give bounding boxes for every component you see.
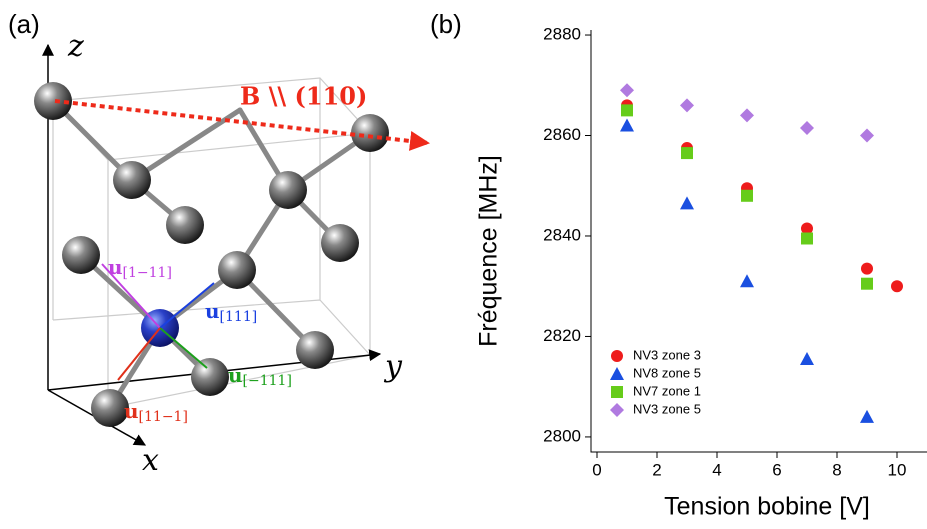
x-tick-label: 6 [772,460,781,479]
data-point [861,262,873,275]
data-point [740,108,754,123]
y-tick-label: 2860 [543,125,581,144]
legend-marker [611,386,623,398]
x-tick-label: 8 [832,460,841,479]
vector-symbol: u [228,363,243,387]
data-point [620,83,634,98]
vector-index: [11−1] [139,409,188,425]
legend-label: NV3 zone 5 [633,401,701,416]
vector-index: [111] [220,309,258,325]
data-point [800,120,814,135]
data-point [741,189,753,202]
x-tick-label: 4 [712,460,721,479]
x-axis-label: Tension bobine [V] [664,493,870,521]
data-point [891,280,903,293]
y-tick-label: 2840 [543,225,581,244]
legend-label: NV8 zone 5 [633,365,701,380]
panel-label: (a) [8,9,40,39]
legend-label: NV3 zone 3 [633,347,701,362]
y-tick-label: 2820 [543,326,581,345]
x-tick-label: 10 [888,460,907,479]
data-point [740,274,754,288]
data-point [801,222,813,235]
legend-marker [610,367,624,380]
vector-index: [1−11] [123,265,172,281]
data-point [861,277,873,290]
field-label: B \\ (110) [240,82,367,111]
y-axis-label: Fréquence [MHz] [475,155,503,347]
y-tick-label: 2880 [543,25,581,44]
panel-label: (b) [430,9,462,39]
axis-z: z [67,29,84,64]
y-tick-label: 2800 [543,426,581,445]
data-point [860,128,874,143]
data-point [621,104,633,117]
vectors [101,263,215,381]
data-point [801,232,813,245]
vector-label: u[111] [205,299,257,326]
data-point [681,147,693,160]
vector-label: u[−111] [228,363,292,390]
vector-labels: u[1−11]u[111]u[−111]u[11−1] [108,255,292,426]
axis-frame [590,30,927,453]
vector-index: [−111] [243,373,292,389]
x-tick-label: 0 [592,460,601,479]
data-point [860,409,874,423]
x-tick-label: 2 [652,460,661,479]
atoms [34,82,389,427]
data-point [620,118,634,132]
data-point [680,196,694,210]
vector-label: u[11−1] [124,399,188,426]
vector-symbol: u [124,399,139,423]
crystal-diagram: z y x B \\ (110) u[1−11]u[111]u[−111]u[1… [34,29,430,478]
legend-marker [610,403,624,417]
vector-symbol: u [108,255,123,279]
data-point [800,352,814,366]
axis-y: y [383,349,403,384]
data-point [680,98,694,113]
legend-marker [611,350,623,362]
vector-symbol: u [205,299,220,323]
vector-label: u[1−11] [108,255,172,282]
chart: 0 2 4 6 8 10 2800 2820 2840 2860 2880 Tension bobin… [475,25,927,521]
legend-label: NV7 zone 1 [633,383,701,398]
axis-x: x [142,443,159,478]
